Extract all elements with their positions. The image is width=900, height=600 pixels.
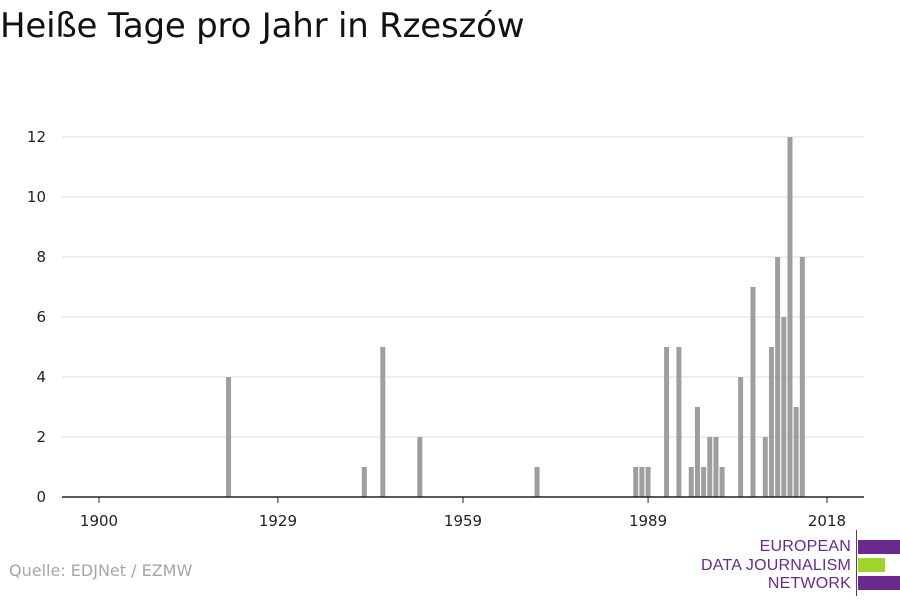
logo-bar-bottom xyxy=(858,576,900,590)
bar-1994 xyxy=(676,347,682,497)
x-axis: 1900 1929 1959 1989 2018 xyxy=(62,496,864,530)
y-tick-label: 12 xyxy=(27,128,46,146)
edjnet-logo[interactable]: EUROPEAN DATA JOURNALISM NETWORK xyxy=(700,530,900,600)
bar-1988 xyxy=(639,467,645,497)
bar-2001 xyxy=(719,467,725,497)
bar-2013 xyxy=(793,407,799,497)
bar-2000 xyxy=(713,437,719,497)
bar-2012 xyxy=(787,137,793,497)
bar-2004 xyxy=(738,377,744,497)
bar-1996 xyxy=(688,467,694,497)
logo-divider xyxy=(856,530,857,596)
gridlines xyxy=(62,136,864,438)
bar-1987 xyxy=(633,467,639,497)
logo-text-line3: NETWORK xyxy=(767,575,851,592)
logo-bar-middle xyxy=(858,558,885,572)
bar-2014 xyxy=(799,257,805,497)
bar-1971 xyxy=(534,467,540,497)
bar-1989 xyxy=(645,467,651,497)
y-tick-label: 10 xyxy=(27,188,46,206)
chart-title: Heiße Tage pro Jahr in Rzeszów xyxy=(0,6,525,46)
y-tick-label: 4 xyxy=(36,368,46,386)
bar-1998 xyxy=(701,467,707,497)
bar-1997 xyxy=(694,407,700,497)
logo-text-line2: DATA JOURNALISM xyxy=(701,557,851,574)
x-tick-label: 2018 xyxy=(808,512,846,530)
x-tick-label: 1959 xyxy=(444,512,482,530)
bar-1943 xyxy=(361,467,367,497)
bars xyxy=(226,137,805,497)
y-tick-label: 2 xyxy=(36,428,46,446)
bar-1999 xyxy=(707,437,713,497)
bar-2008 xyxy=(762,437,768,497)
logo-bar-top xyxy=(858,540,900,554)
bar-2010 xyxy=(775,257,781,497)
bar-2011 xyxy=(781,317,787,497)
x-tick-label: 1900 xyxy=(80,512,118,530)
bar-2009 xyxy=(768,347,774,497)
bar-1921 xyxy=(226,377,232,497)
x-tick-label: 1989 xyxy=(629,512,667,530)
y-tick-label: 8 xyxy=(36,248,46,266)
bar-1946 xyxy=(380,347,386,497)
logo-text-line1: EUROPEAN xyxy=(759,538,851,555)
x-tick-label: 1929 xyxy=(259,512,297,530)
bar-1952 xyxy=(417,437,423,497)
bar-2006 xyxy=(750,287,756,497)
bar-1992 xyxy=(664,347,670,497)
y-axis-tick-labels: 0 2 4 6 8 10 12 xyxy=(27,128,46,506)
y-tick-label: 0 xyxy=(36,488,46,506)
y-tick-label: 6 xyxy=(36,308,46,326)
source-note: Quelle: EDJNet / EZMW xyxy=(9,561,193,580)
